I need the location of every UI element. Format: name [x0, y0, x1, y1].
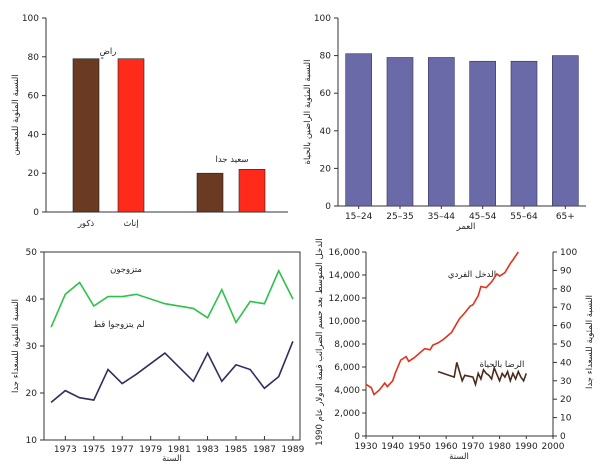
income-y-tick-label-right: 60 [560, 322, 572, 332]
gender-y-tick-label: 40 [28, 130, 40, 140]
income-y-tick-label-left: 10,000 [329, 317, 361, 327]
income-series-label-income: الدخل الفردي [448, 270, 496, 280]
gender-category-female: إناث [123, 219, 138, 229]
income-y-label-right: النسبة المئوية للسعداء جدا [585, 295, 595, 389]
marital-x-tick-label: 1983 [196, 445, 219, 455]
marital-x-tick-label: 1979 [139, 445, 162, 455]
marital-series-label-never-married: لم يتزوجوا قط [93, 320, 145, 330]
chart-income: الدخل المتوسط بعد حسم الضرائب قيمة الدول… [315, 238, 595, 462]
age-x-tick-label: 25–35 [386, 212, 413, 222]
gender-y-tick-label: 20 [28, 169, 40, 179]
gender-bar [72, 58, 100, 213]
gender-bar [117, 58, 145, 213]
income-y-tick-label-right: 0 [560, 432, 566, 442]
marital-y-tick-label: 10 [26, 436, 38, 446]
income-x-tick-label: 2000 [542, 442, 565, 452]
income-y-tick-label-right: 80 [560, 285, 572, 295]
marital-x-tick-label: 1985 [225, 445, 248, 455]
marital-y-tick-label: 20 [26, 389, 38, 399]
income-x-tick-label: 1980 [488, 442, 511, 452]
marital-series-line [50, 268, 294, 328]
gender-y-tick-label: 60 [28, 92, 40, 102]
income-y-tick-label-right: 100 [560, 248, 577, 258]
chart-gender: النسبة المئوية للمجيبين راضٍ سعيد جدا ذك… [11, 14, 288, 229]
income-series-label-satisfaction: الرضا بالحياة [480, 360, 525, 370]
marital-x-label: السنة [162, 454, 182, 464]
age-y-tick-label: 80 [320, 52, 332, 62]
chart-marital: النسبة المئوية للسعداء جدا السنة متزوجون… [11, 248, 305, 464]
income-x-label: السنة [449, 452, 469, 462]
income-y-tick-label-right: 50 [560, 340, 572, 350]
age-y-label: النسبة المئوية الراضين بالحياة [303, 60, 313, 165]
age-x-tick-label: 15–24 [345, 212, 373, 222]
marital-series-line [50, 341, 294, 404]
marital-x-tick-label: 1973 [54, 445, 77, 455]
age-x-tick-label: 65+ [556, 212, 575, 222]
age-y-tick-label: 20 [320, 164, 332, 174]
income-series-line [437, 362, 528, 388]
gender-category-male: ذكور [77, 219, 95, 229]
income-y-tick-label-left: 2,000 [334, 409, 360, 419]
marital-x-tick-label: 1987 [253, 445, 276, 455]
income-x-tick-label: 1930 [355, 442, 378, 452]
age-bar [386, 57, 414, 207]
gender-group-label-satisfied: راضٍ [100, 47, 117, 60]
income-y-tick-label-left: 8,000 [334, 340, 360, 350]
gender-y-tick-label: 0 [33, 208, 39, 218]
marital-y-tick-label: 30 [26, 342, 38, 352]
income-y-tick-label-right: 70 [560, 303, 572, 313]
income-y-label-left: الدخل المتوسط بعد حسم الضرائب قيمة الدول… [315, 238, 325, 445]
age-x-tick-label: 45–54 [469, 212, 497, 222]
marital-x-tick-label: 1989 [281, 445, 304, 455]
income-y-tick-label-left: 16,000 [329, 248, 361, 258]
age-x-tick-label: 55–64 [510, 212, 538, 222]
marital-series-label-married: متزوجون [110, 265, 142, 275]
age-bar [345, 53, 372, 207]
income-y-tick-label-left: 6,000 [334, 363, 360, 373]
income-x-tick-label: 1940 [381, 442, 404, 452]
marital-x-tick-label: 1981 [168, 445, 191, 455]
income-y-tick-label-right: 20 [560, 395, 572, 405]
marital-y-tick-label: 50 [26, 248, 38, 258]
income-y-tick-label-right: 10 [560, 414, 572, 424]
income-series-line [365, 251, 519, 396]
gender-y-tick-label: 80 [28, 53, 40, 63]
age-y-tick-label: 60 [320, 89, 332, 99]
age-x-label: العمر [456, 222, 476, 232]
age-bar [469, 60, 496, 207]
income-x-tick-label: 1990 [515, 442, 538, 452]
income-y-tick-label-right: 30 [560, 377, 572, 387]
gender-bar [238, 169, 266, 213]
age-bar [552, 55, 579, 207]
gender-y-tick-label: 100 [22, 14, 39, 24]
age-bar [510, 60, 538, 207]
age-y-tick-label: 100 [314, 14, 331, 24]
marital-y-tick-label: 40 [26, 295, 38, 305]
chart-age: النسبة المئوية الراضين بالحياة العمر 0 20… [303, 14, 586, 232]
income-y-tick-label-right: 90 [560, 266, 572, 276]
income-x-tick-label: 1950 [408, 442, 431, 452]
marital-x-tick-label: 1975 [82, 445, 105, 455]
marital-x-tick-label: 1977 [111, 445, 134, 455]
income-y-tick-label-left: 4,000 [334, 386, 360, 396]
income-y-tick-label-right: 40 [560, 358, 572, 368]
gender-group-label-very-happy: سعيد جدا [215, 155, 248, 165]
marital-y-label: النسبة المئوية للسعداء جدا [11, 299, 21, 393]
age-bar [428, 57, 455, 207]
age-y-tick-label: 40 [320, 127, 332, 137]
age-x-tick-label: 35–44 [428, 212, 456, 222]
age-y-tick-label: 0 [325, 202, 331, 212]
income-y-tick-label-left: 12,000 [329, 294, 361, 304]
gender-y-label: النسبة المئوية للمجيبين [11, 74, 21, 155]
marital-frame [43, 251, 301, 441]
gender-bar [196, 172, 224, 213]
income-x-tick-label: 1970 [461, 442, 484, 452]
income-x-tick-label: 1960 [435, 442, 458, 452]
income-y-tick-label-left: 14,000 [329, 271, 361, 281]
income-y-tick-label-left: 0 [354, 432, 360, 442]
